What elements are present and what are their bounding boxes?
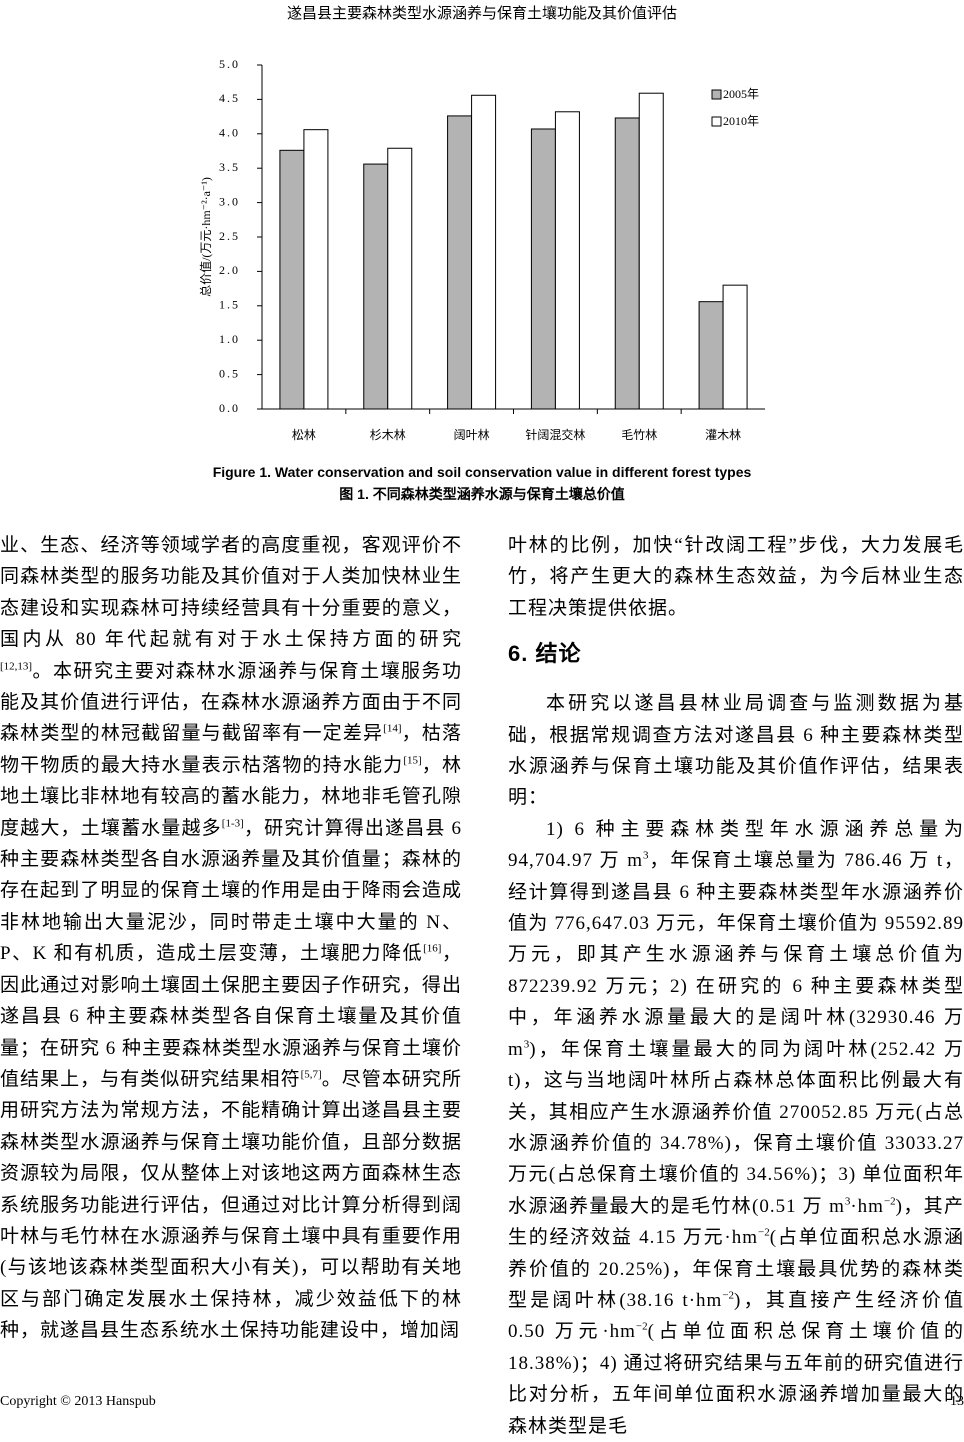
- bar: [722, 284, 748, 410]
- running-header: 遂昌县主要森林类型水源涵养与保育土壤功能及其价值评估: [286, 6, 677, 22]
- text-run: 。本研究主要对森林水源涵养与保育土壤服务功能及其价值进行评估，在森林水源涵养方面…: [0, 660, 462, 745]
- superscript: [5,7]: [300, 1068, 322, 1081]
- paragraph: 业、生态、经济等领域学者的高度重视，客观评价不同森林类型的服务功能及其价值对于人…: [0, 530, 462, 1347]
- text-run: 本研究以遂昌县林业局调查与监测数据为基础，根据常规调查方法对遂昌县 6 种主要森…: [508, 693, 964, 809]
- y-tick-label: 4.0: [219, 126, 240, 140]
- superscript: −2: [883, 1195, 896, 1208]
- x-tick-label: 针阔混交林: [525, 427, 585, 442]
- y-tick-label: 0.0: [219, 401, 240, 415]
- superscript: −2: [758, 1226, 770, 1239]
- superscript: −2: [635, 1321, 648, 1334]
- bar: [698, 301, 724, 410]
- y-tick-label: 5.0: [219, 57, 240, 71]
- bar: [279, 149, 305, 410]
- text-run: ，枯落物干物质的最大持水量表示枯落物的持水能力: [0, 723, 462, 776]
- chart: 0.0 0.5 1.0 1.5 2.0 2.5 3.0 3.5 4.0 4.5 5.0 总价值/(万元…: [198, 57, 765, 442]
- paragraph: 1) 6 种主要森林类型年水源涵养总量为 94,704.97 万 m3，年保育土…: [508, 814, 964, 1442]
- text-run: )，其产生的经济效益 4.15 万元·hm: [508, 1195, 964, 1249]
- bar: [303, 129, 329, 410]
- legend-swatch: [711, 116, 722, 127]
- x-tick-label: 杉木林: [370, 428, 406, 442]
- superscript: [1-3]: [221, 817, 244, 830]
- paragraph: 本研究以遂昌县林业局调查与监测数据为基础，根据常规调查方法对遂昌县 6 种主要森…: [508, 688, 964, 814]
- y-tick-label: 1.5: [219, 298, 240, 312]
- legend-label: 2005年: [723, 87, 759, 101]
- y-tick-label: 3.5: [219, 160, 240, 174]
- bar: [387, 147, 413, 410]
- bar: [530, 128, 556, 410]
- x-tick-label: 毛竹林: [621, 428, 657, 442]
- caption-en: Figure 1. Water conservation and soil co…: [212, 464, 752, 480]
- y-tick-label: 3.0: [219, 194, 240, 208]
- text-run: ，因此通过对影响土壤固土保肥主要因子作研究，得出遂昌县 6 种主要森林类型各自保…: [0, 943, 463, 1090]
- right-column: 叶林的比例，加快“针改阔工程”步伐，大力发展毛竹，将产生更大的森林生态效益，为今…: [508, 530, 964, 1442]
- text-run: (占单位面积总水源涵养价值的 20.25%)，年保育土壤最具优势的森林类型是阔叶…: [508, 1227, 964, 1311]
- superscript: 3: [643, 849, 649, 862]
- text-run: )，其直接产生经济价值 0.50 万元·hm: [508, 1289, 964, 1343]
- y-tick-label: 1.0: [219, 332, 240, 346]
- text-run: ，林地土壤比非林地有较高的蓄水能力，林地非毛管孔隙度越大，土壤蓄水量越多: [0, 754, 462, 839]
- text-run: ，研究计算得出遂昌县 6 种主要森林类型各自水源涵养量及其价值量；森林的存在起到…: [0, 817, 462, 965]
- bar: [363, 163, 389, 410]
- text-run: ，年保育土壤总量为 786.46 万 t，经计算得到遂昌县 6 种主要森林类型年…: [508, 850, 964, 1060]
- superscript: 3: [844, 1195, 851, 1208]
- x-tick-label: 灌木林: [705, 428, 741, 442]
- text-run: (占单位面积总保育土壤价值的 18.38%)；4) 通过将研究结果与五年前的研究…: [508, 1321, 964, 1437]
- paragraph: 叶林的比例，加快“针改阔工程”步伐，大力发展毛竹，将产生更大的森林生态效益，为今…: [508, 530, 964, 624]
- y-tick-label: 4.5: [219, 91, 240, 105]
- text-run: 叶林的比例，加快“针改阔工程”步伐，大力发展毛竹，将产生更大的森林生态效益，为今…: [508, 535, 964, 619]
- x-tick-label: 阔叶林: [454, 428, 490, 442]
- superscript: 3: [523, 1038, 530, 1051]
- text-run: 1) 6 种主要森林类型年水源涵养总量为 94,704.97 万 m: [508, 818, 964, 872]
- text-run: 业、生态、经济等领域学者的高度重视，客观评价不同森林类型的服务功能及其价值对于人…: [0, 535, 462, 651]
- legend-label: 2010年: [723, 114, 759, 128]
- copyright: Copyright © 2013 Hanspub: [0, 1394, 156, 1409]
- y-axis-label: 总价值/(万元·hm⁻²·a⁻¹): [198, 177, 213, 297]
- page-number: 13: [950, 1394, 964, 1409]
- legend-swatch: [711, 89, 722, 100]
- bar: [614, 117, 640, 410]
- y-tick-label: 2.5: [219, 229, 240, 243]
- bar: [471, 94, 497, 410]
- superscript: [16]: [423, 942, 442, 955]
- text-run: )，年保育土壤量最大的同为阔叶林(252.42 万 t)，这与当地阔叶林所占森林…: [508, 1038, 964, 1217]
- superscript: −2: [722, 1289, 735, 1302]
- bar: [447, 115, 473, 410]
- y-tick-label: 0.5: [219, 366, 240, 380]
- superscript: [12,13]: [0, 660, 33, 673]
- section-heading: 6. 结论: [508, 641, 582, 667]
- text-run: ·hm: [850, 1195, 884, 1217]
- bar: [554, 111, 580, 410]
- left-column: 业、生态、经济等领域学者的高度重视，客观评价不同森林类型的服务功能及其价值对于人…: [0, 530, 462, 1347]
- text-run: 。尽管本研究所用研究方法为常规方法，不能精确计算出遂昌县主要森林类型水源涵养与保…: [0, 1068, 462, 1342]
- x-tick-label: 松林: [292, 428, 316, 442]
- superscript: [15]: [403, 754, 422, 767]
- caption-zh: 图 1. 不同森林类型涵养水源与保育土壤总价值: [339, 486, 625, 502]
- y-tick-label: 2.0: [219, 263, 240, 277]
- superscript: [14]: [383, 723, 402, 736]
- bar: [638, 92, 664, 410]
